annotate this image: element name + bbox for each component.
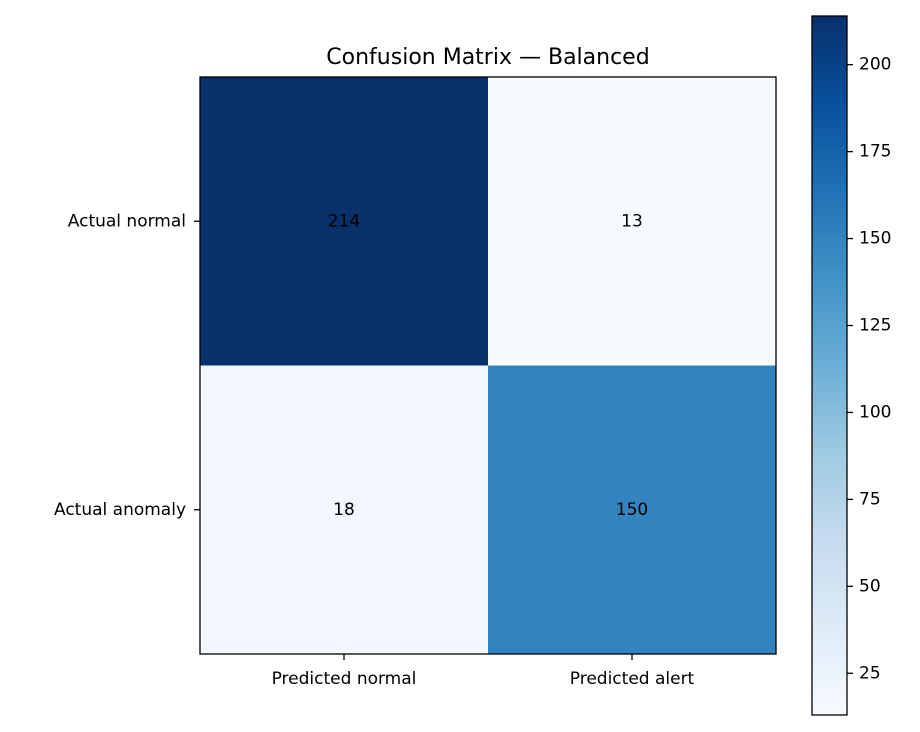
colorbar-tick-label: 175 <box>859 142 891 162</box>
heatmap-cell <box>488 365 776 654</box>
colorbar-axis: 25 50 75 100 125 150 175 200 <box>847 55 891 683</box>
cell-value-label: 150 <box>616 500 648 520</box>
colorbar-tick-label: 25 <box>859 663 881 683</box>
colorbar-tick-label: 75 <box>859 489 881 509</box>
chart-title: Confusion Matrix — Balanced <box>326 45 649 70</box>
cell-value-label: 18 <box>333 500 355 520</box>
cell-value-label: 13 <box>621 211 643 231</box>
heatmap-cell <box>200 365 488 654</box>
colorbar-tick-label: 50 <box>859 576 881 596</box>
colorbar-tick-label: 125 <box>859 316 891 336</box>
y-tick-label: Actual anomaly <box>54 500 186 520</box>
colorbar <box>811 15 848 716</box>
colorbar-tick-label: 150 <box>859 229 891 249</box>
x-tick-label: Predicted alert <box>570 669 695 689</box>
cell-value-label: 214 <box>328 211 360 231</box>
heatmap-cell-labels: 214 13 18 150 <box>328 211 648 520</box>
colorbar-tick-label: 100 <box>859 402 891 422</box>
heatmap-cell <box>200 77 488 366</box>
y-tick-label: Actual normal <box>68 211 186 231</box>
y-axis: Actual normal Actual anomaly <box>54 211 200 520</box>
heatmap-cells <box>200 77 776 654</box>
heatmap-cell <box>488 77 776 366</box>
colorbar-tick-label: 200 <box>859 55 891 75</box>
plot-frame <box>199 76 777 655</box>
x-axis: Predicted normal Predicted alert <box>272 654 695 689</box>
x-tick-label: Predicted normal <box>272 669 417 689</box>
